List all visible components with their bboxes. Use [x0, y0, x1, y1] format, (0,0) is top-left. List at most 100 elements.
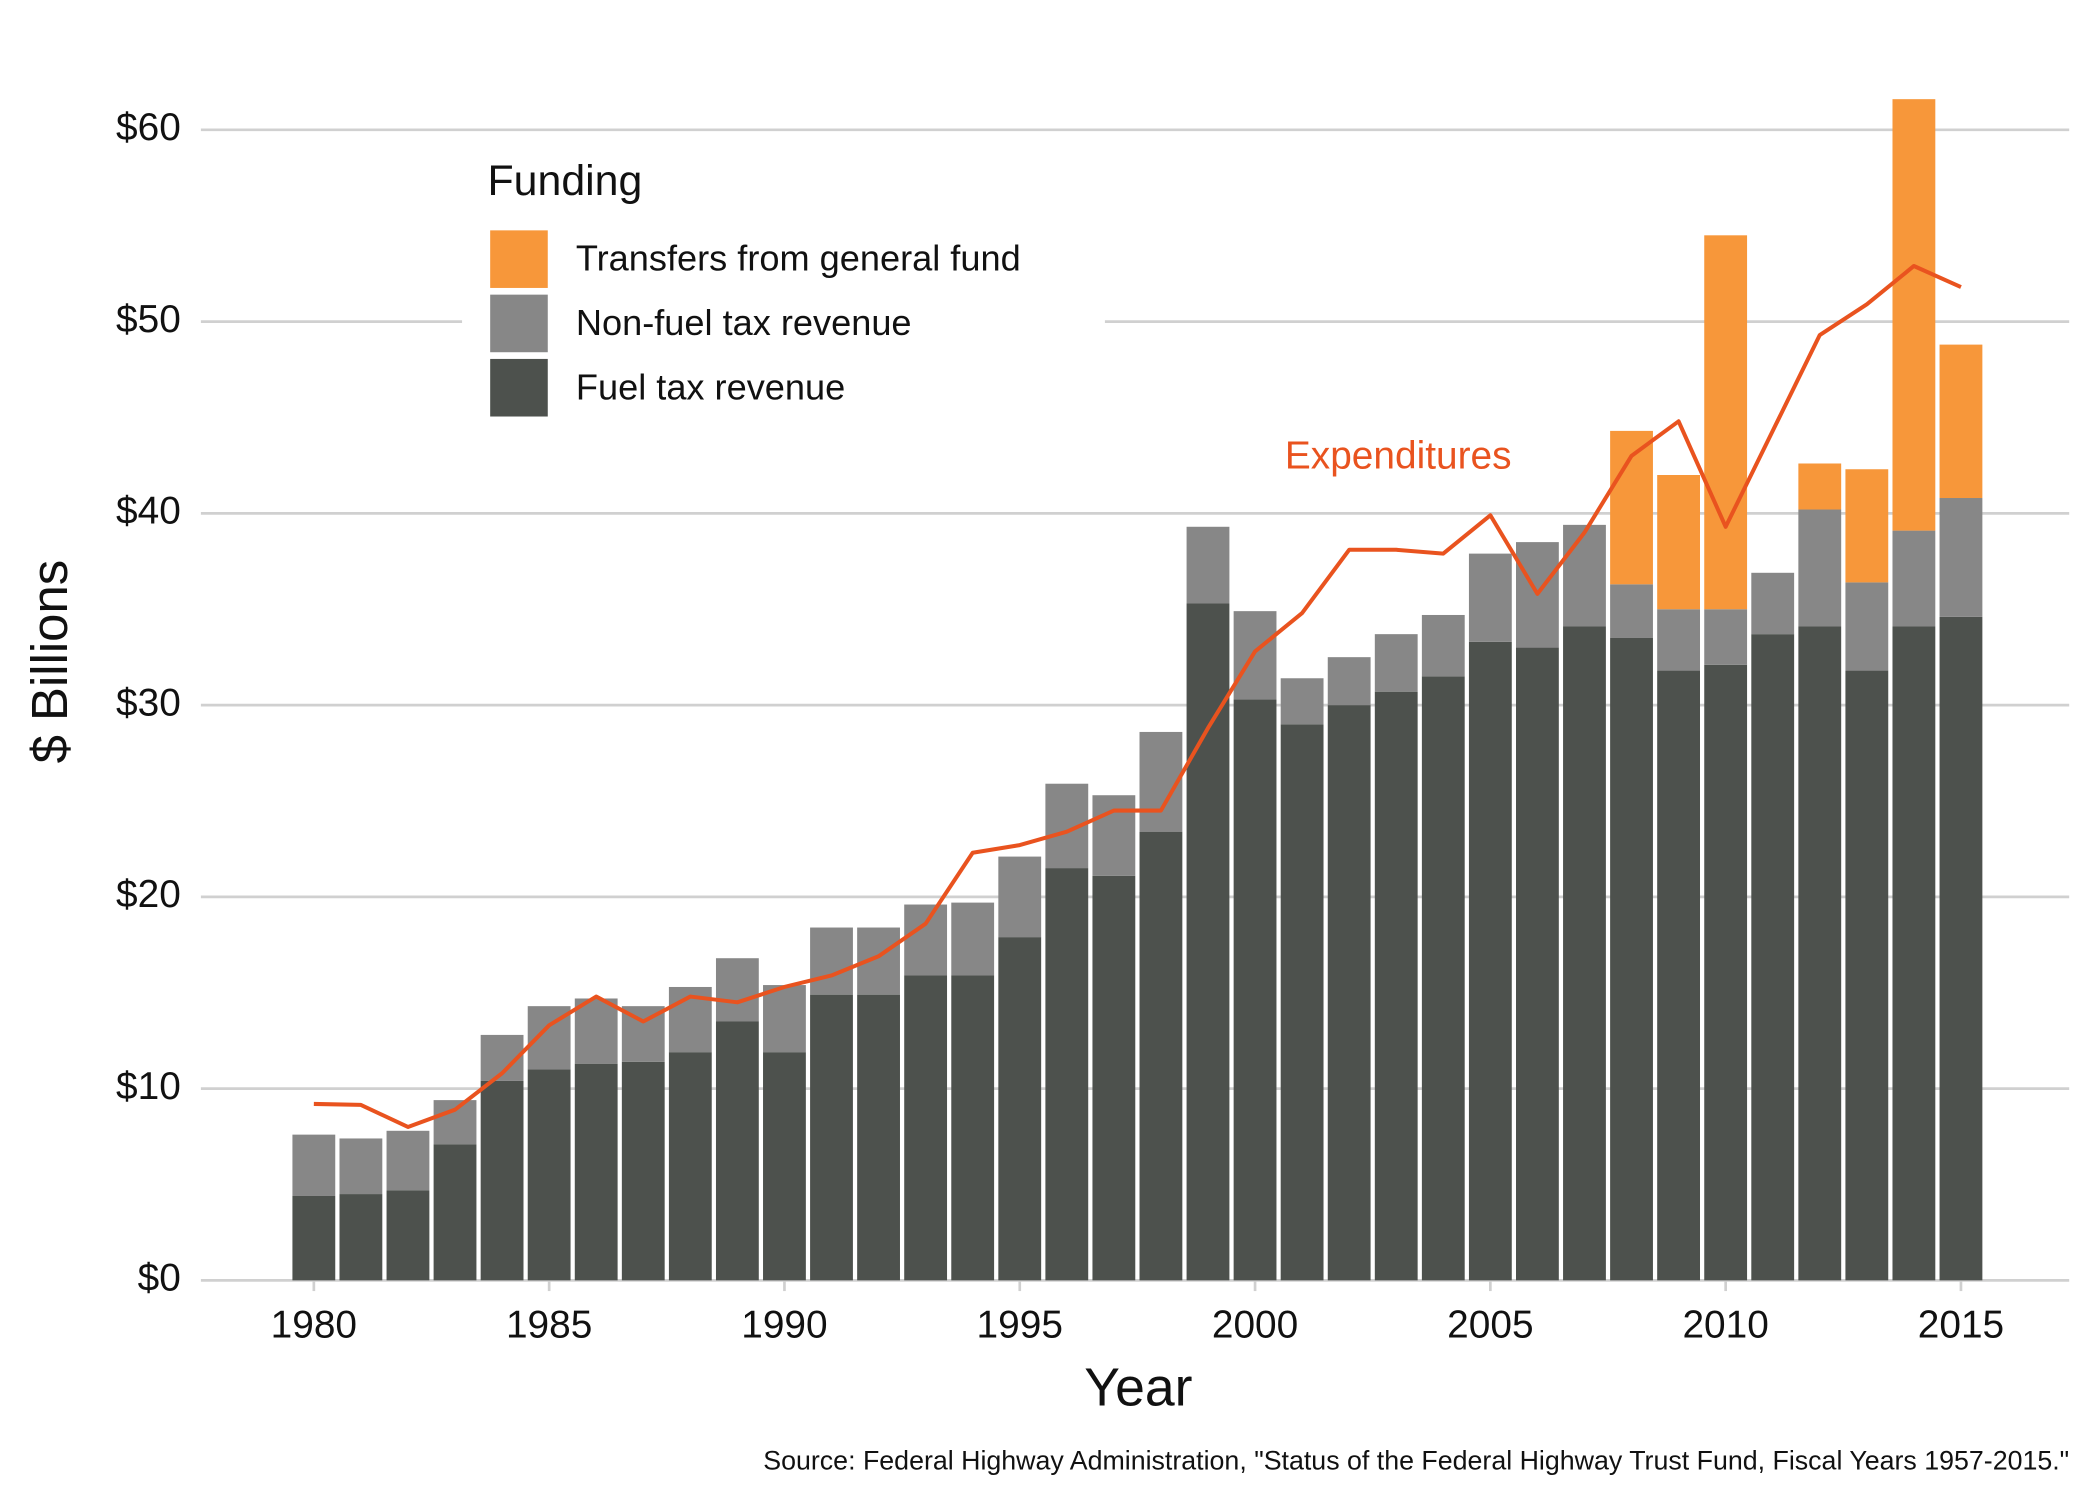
- bar: [1751, 572, 1795, 635]
- bar: [1186, 526, 1230, 604]
- bar: [339, 1138, 383, 1195]
- legend-swatch: [490, 358, 548, 417]
- bar: [574, 1063, 618, 1281]
- y-tick-label: $30: [116, 681, 181, 724]
- bar: [857, 994, 900, 1281]
- bar: [1610, 637, 1653, 1281]
- line-label: Expenditures: [1285, 434, 1512, 477]
- bar: [1704, 664, 1748, 1281]
- bar: [1657, 609, 1701, 671]
- bar: [480, 1080, 524, 1281]
- legend-title: Funding: [488, 157, 643, 205]
- legend-label: Non-fuel tax revenue: [576, 302, 912, 343]
- legend-swatch: [490, 294, 548, 353]
- x-tick-label: 1995: [977, 1303, 1063, 1346]
- legend-label: Fuel tax revenue: [576, 366, 845, 407]
- bar: [1704, 235, 1748, 610]
- bar: [1939, 344, 1983, 499]
- y-tick-label: $60: [116, 106, 181, 149]
- x-tick-label: 1980: [271, 1303, 357, 1346]
- bar: [1657, 475, 1701, 610]
- y-tick-label: $10: [116, 1065, 181, 1108]
- bar: [1280, 678, 1324, 725]
- y-tick-label: $20: [116, 873, 181, 916]
- bar: [998, 937, 1042, 1281]
- bar: [1468, 641, 1512, 1281]
- bar: [904, 975, 948, 1281]
- x-tick-label: 2015: [1918, 1303, 2004, 1346]
- bar: [951, 902, 995, 976]
- y-tick-label: $0: [138, 1257, 181, 1300]
- bar: [1421, 676, 1465, 1281]
- bar: [1892, 626, 1936, 1281]
- bar: [1045, 868, 1089, 1281]
- bar: [1186, 603, 1230, 1281]
- bar: [1092, 795, 1136, 876]
- bar: [951, 975, 995, 1281]
- bar: [1845, 670, 1889, 1281]
- bar: [1563, 524, 1606, 627]
- bar: [715, 958, 759, 1022]
- bar: [1374, 634, 1418, 692]
- bar: [1751, 634, 1795, 1281]
- bar: [621, 1061, 665, 1281]
- bar: [904, 904, 948, 976]
- bar: [1798, 626, 1842, 1281]
- legend: Funding Transfers from general fund Non-fu…: [462, 145, 1105, 428]
- bar: [386, 1130, 430, 1191]
- bar: [810, 994, 853, 1281]
- bar: [1798, 463, 1842, 510]
- bar: [1939, 498, 1983, 617]
- bar: [1657, 670, 1701, 1281]
- bar: [1421, 614, 1465, 677]
- bar: [1892, 530, 1936, 627]
- bar: [763, 985, 806, 1053]
- bar: [1845, 469, 1889, 583]
- bar: [1280, 724, 1324, 1281]
- bar: [668, 1052, 712, 1281]
- bar: [1704, 609, 1748, 665]
- bar: [1139, 831, 1183, 1281]
- bar: [1845, 582, 1889, 671]
- x-tick-label: 1985: [506, 1303, 592, 1346]
- bar: [998, 856, 1042, 938]
- bar: [1610, 584, 1653, 638]
- bar: [386, 1190, 430, 1281]
- bar: [1798, 509, 1842, 627]
- bar: [1515, 647, 1559, 1281]
- bar: [574, 998, 618, 1064]
- bar: [433, 1100, 477, 1145]
- bar: [1939, 616, 1983, 1281]
- bar: [1563, 626, 1606, 1281]
- bar: [1892, 99, 1936, 531]
- bar: [1327, 657, 1371, 706]
- bar: [1327, 705, 1371, 1281]
- bar: [339, 1194, 383, 1281]
- bar: [292, 1195, 336, 1281]
- legend-background: [462, 145, 1105, 428]
- y-tick-label: $40: [116, 490, 181, 533]
- bar: [1468, 553, 1512, 642]
- bar: [292, 1134, 336, 1196]
- bar: [1374, 691, 1418, 1281]
- legend-label: Transfers from general fund: [576, 238, 1021, 279]
- y-tick-label: $50: [116, 298, 181, 341]
- bar: [1092, 875, 1136, 1281]
- x-tick-label: 2010: [1682, 1303, 1768, 1346]
- legend-swatch: [490, 230, 548, 288]
- bar: [715, 1021, 759, 1281]
- x-tick-label: 2000: [1212, 1303, 1298, 1346]
- bar: [1233, 699, 1277, 1281]
- y-axis-title: $ Billions: [21, 560, 78, 764]
- x-axis-title: Year: [1084, 1359, 1192, 1418]
- bar: [763, 1052, 806, 1281]
- source-note: Source: Federal Highway Administration, …: [763, 1446, 2069, 1476]
- x-tick-label: 1990: [741, 1303, 827, 1346]
- bar: [433, 1144, 477, 1281]
- x-tick-label: 2005: [1447, 1303, 1533, 1346]
- bar: [527, 1069, 571, 1281]
- expenditure-line: [313, 263, 1962, 1129]
- bar: [810, 927, 853, 995]
